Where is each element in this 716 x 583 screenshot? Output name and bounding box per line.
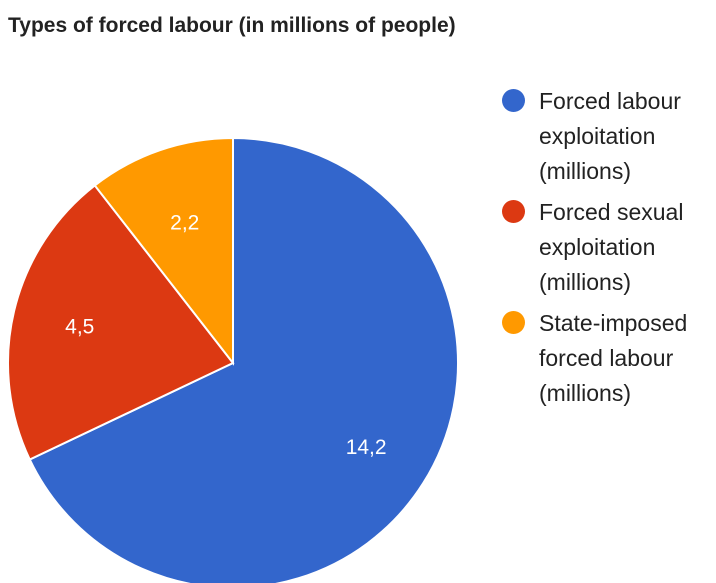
pie-slice-2: [7, 184, 235, 461]
slice-value-label-3: 2,2: [170, 212, 199, 235]
slice-value-label-1: 14,2: [346, 436, 387, 459]
legend-swatch-icon: [502, 311, 525, 334]
pie-slice-1: [28, 136, 459, 583]
legend-item-1: Forced labour exploitation (millions): [492, 84, 716, 189]
chart-title: Types of forced labour (in millions of p…: [8, 14, 456, 37]
legend-label: Forced labour exploitation (millions): [539, 88, 681, 184]
legend: Forced labour exploitation (millions) For…: [492, 84, 716, 417]
legend-swatch-icon: [502, 89, 525, 112]
pie-slice-3: [93, 136, 234, 366]
legend-item-3: State-imposed forced labour (millions): [492, 306, 716, 411]
legend-label: State-imposed forced labour (millions): [539, 310, 688, 406]
legend-label: Forced sexual exploitation (millions): [539, 199, 684, 295]
legend-swatch-icon: [502, 200, 525, 223]
legend-item-2: Forced sexual exploitation (millions): [492, 195, 716, 300]
slice-value-label-2: 4,5: [65, 316, 94, 339]
